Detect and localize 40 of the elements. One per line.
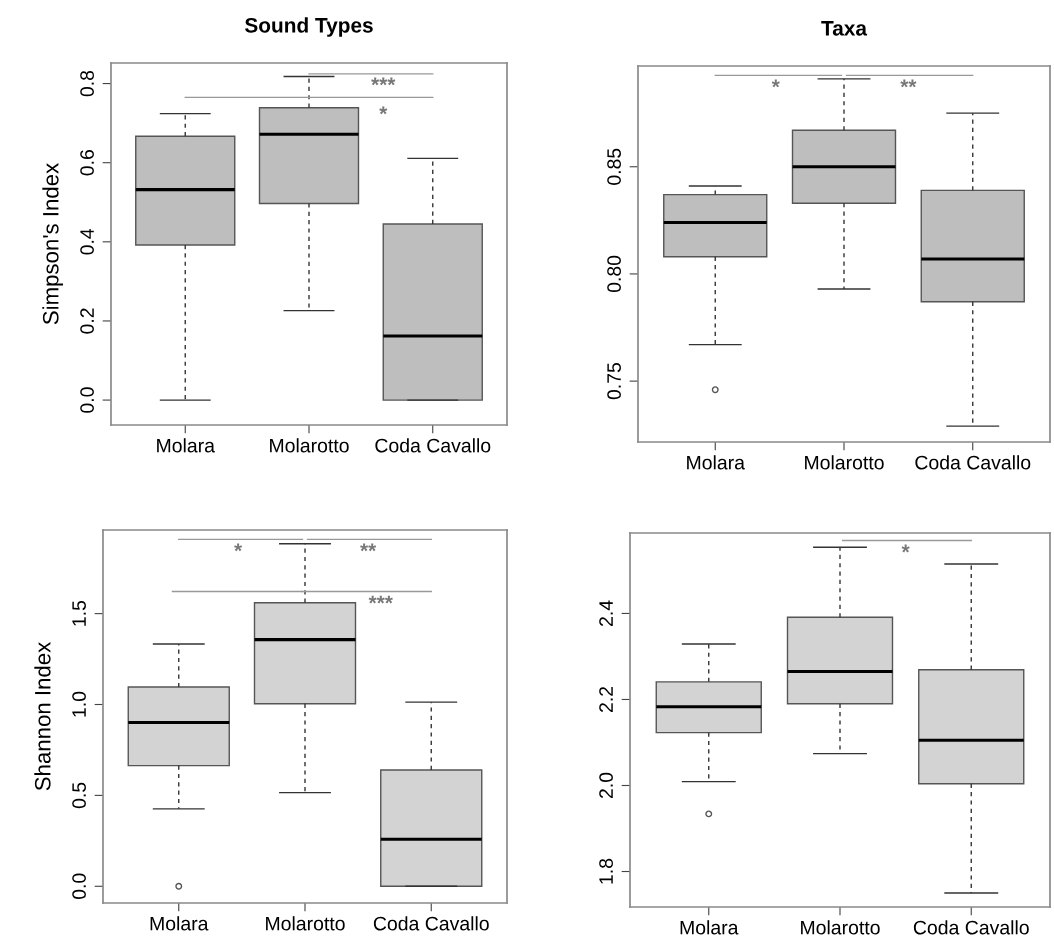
x-tick-label: Coda Cavallo [913, 920, 1029, 935]
x-tick-label: Coda Cavallo [915, 455, 1031, 470]
annotation: * [771, 79, 780, 88]
y-tick-label: 0.8 [80, 70, 94, 97]
y-tick-label: 2.0 [599, 772, 613, 799]
y-tick-label: 1.5 [72, 600, 86, 626]
y-tick-label: 0.0 [80, 387, 94, 413]
x-tick-label: Molarotto [805, 455, 884, 470]
y-axis-title: Simpson's Index [42, 163, 64, 325]
y-tick-label: 0.4 [80, 228, 94, 255]
annotation: * [901, 544, 910, 553]
y-tick-label: 1.0 [72, 691, 86, 717]
y-tick-label: 2.2 [599, 686, 613, 712]
x-tick-label: Molarotto [270, 438, 349, 453]
x-tick-label: Coda Cavallo [373, 916, 489, 931]
annotation: * [234, 543, 243, 552]
annotation: ** [900, 79, 917, 88]
x-tick-label: Molara [687, 455, 745, 470]
annotation: *** [371, 77, 396, 86]
chart-title: Taxa [821, 21, 868, 36]
x-tick-label: Molarotto [266, 916, 345, 931]
y-tick-label: 0.5 [72, 782, 86, 809]
x-tick-label: Coda Cavallo [375, 438, 491, 453]
chart-title: Sound Types [244, 17, 373, 37]
annotation: * [379, 106, 388, 115]
y-tick-label: 0.85 [607, 148, 621, 185]
x-tick-label: Molara [157, 438, 215, 453]
y-tick-label: 2.4 [599, 600, 613, 626]
x-tick-label: Molara [150, 916, 209, 931]
x-tick-label: Molara [680, 920, 739, 935]
x-tick-label: Molarotto [801, 920, 880, 935]
annotation: ** [360, 543, 377, 552]
y-tick-label: 1.8 [599, 858, 613, 884]
y-axis-title: Shannon Index [34, 641, 51, 791]
annotation: *** [368, 595, 393, 604]
y-tick-label: 0.6 [80, 150, 94, 176]
y-tick-label: 0.0 [72, 873, 86, 900]
y-tick-label: 0.80 [607, 255, 621, 293]
y-tick-label: 0.75 [607, 363, 621, 400]
y-tick-label: 0.2 [80, 308, 94, 334]
